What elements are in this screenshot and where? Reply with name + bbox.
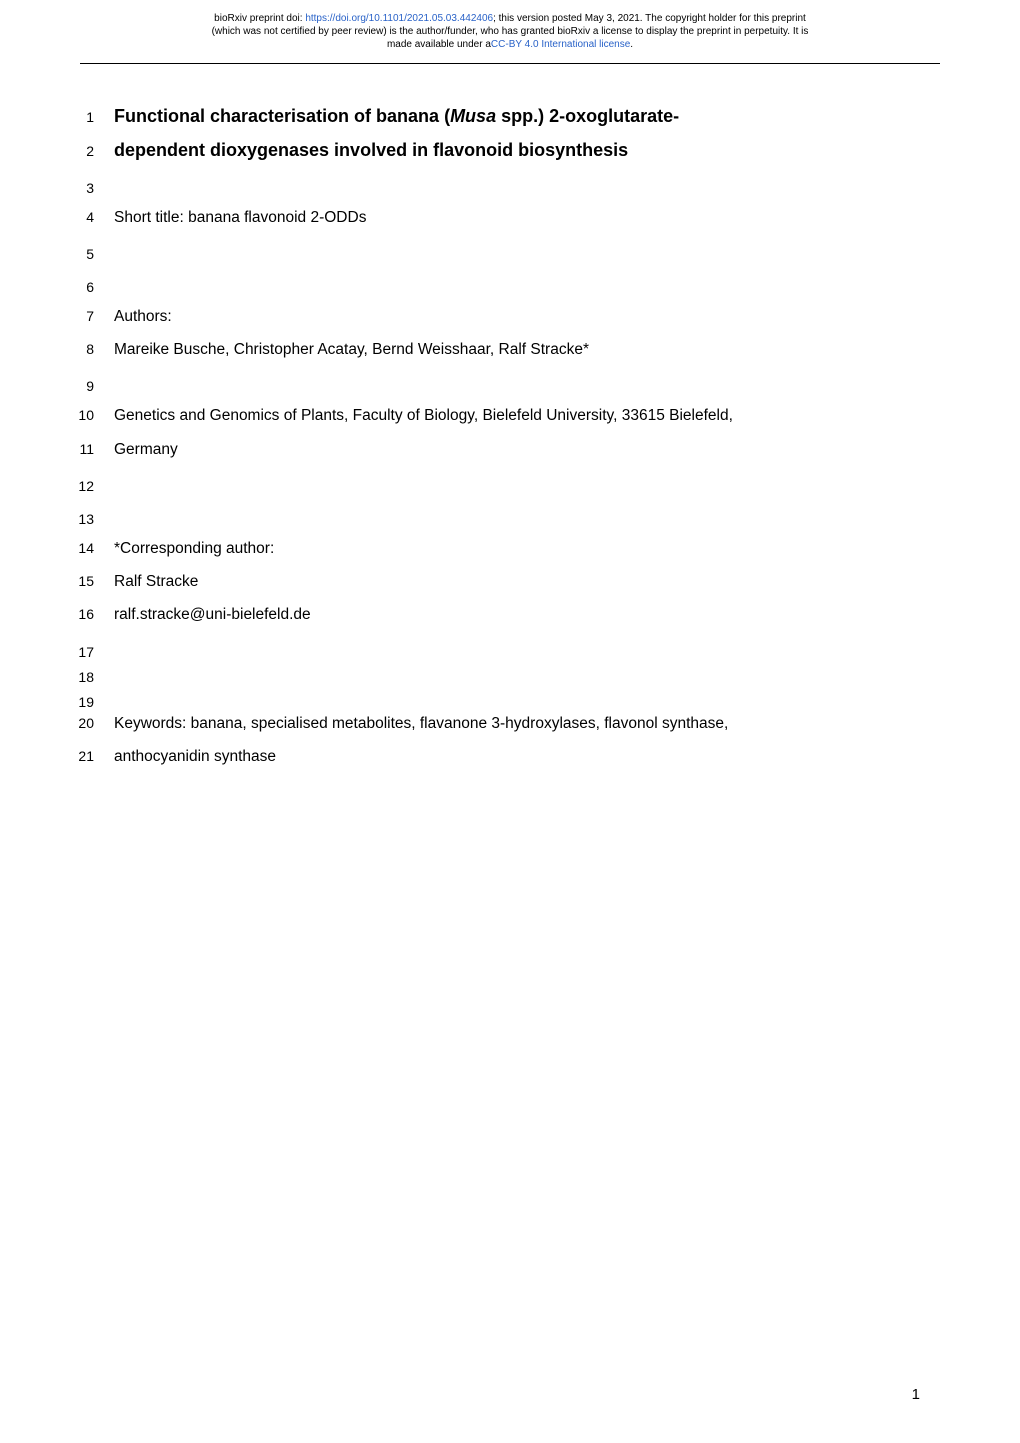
- line-number: 16: [70, 606, 114, 622]
- line-number: 13: [70, 511, 114, 527]
- line-number: 2: [70, 143, 114, 159]
- line-row: 20Keywords: banana, specialised metaboli…: [70, 712, 920, 735]
- line-row: 19: [70, 687, 920, 710]
- line-text: *Corresponding author:: [114, 537, 920, 560]
- line-row: 13: [70, 504, 920, 527]
- line-text: Keywords: banana, specialised metabolite…: [114, 712, 920, 735]
- line-row: 10Genetics and Genomics of Plants, Facul…: [70, 404, 920, 427]
- line-number: 19: [70, 694, 114, 710]
- header-line1-suffix: ; this version posted May 3, 2021. The c…: [493, 13, 806, 24]
- line-text: [114, 471, 920, 491]
- line-number: 1: [70, 109, 114, 125]
- line-number: 20: [70, 715, 114, 731]
- line-number: 5: [70, 246, 114, 262]
- line-text: [114, 173, 920, 193]
- line-text: [114, 371, 920, 391]
- line-text: [114, 504, 920, 524]
- line-number: 14: [70, 540, 114, 556]
- line-row: 1Functional characterisation of banana (…: [70, 104, 920, 128]
- line-text: [114, 637, 920, 657]
- license-link[interactable]: CC-BY 4.0 International license: [491, 39, 630, 50]
- line-text: [114, 272, 920, 292]
- line-row: 8Mareike Busche, Christopher Acatay, Ber…: [70, 338, 920, 361]
- line-number: 11: [70, 441, 114, 457]
- line-number: 12: [70, 478, 114, 494]
- line-row: 12: [70, 471, 920, 494]
- line-row: 15Ralf Stracke: [70, 570, 920, 593]
- line-number: 15: [70, 573, 114, 589]
- line-text: [114, 239, 920, 259]
- line-number: 21: [70, 748, 114, 764]
- line-number: 4: [70, 209, 114, 225]
- line-row: 11Germany: [70, 438, 920, 461]
- header-line3-prefix: made available under a: [387, 39, 491, 50]
- line-number: 6: [70, 279, 114, 295]
- line-text: Germany: [114, 438, 920, 461]
- page-number: 1: [912, 1386, 920, 1403]
- line-row: 17: [70, 637, 920, 660]
- line-text: Authors:: [114, 305, 920, 328]
- line-row: 16ralf.stracke@uni-bielefeld.de: [70, 603, 920, 626]
- line-row: 7Authors:: [70, 305, 920, 328]
- line-text: Functional characterisation of banana (M…: [114, 104, 920, 128]
- header-line1-prefix: bioRxiv preprint doi:: [214, 13, 305, 24]
- line-row: 5: [70, 239, 920, 262]
- manuscript-content: 1Functional characterisation of banana (…: [0, 64, 1020, 768]
- preprint-header: bioRxiv preprint doi: https://doi.org/10…: [0, 0, 1020, 59]
- line-text: Mareike Busche, Christopher Acatay, Bern…: [114, 338, 920, 361]
- line-number: 8: [70, 341, 114, 357]
- line-text: Genetics and Genomics of Plants, Faculty…: [114, 404, 920, 427]
- line-number: 7: [70, 308, 114, 324]
- line-row: 2dependent dioxygenases involved in flav…: [70, 138, 920, 162]
- header-line3-suffix: .: [630, 39, 633, 50]
- line-row: 14*Corresponding author:: [70, 537, 920, 560]
- line-row: 4Short title: banana flavonoid 2-ODDs: [70, 206, 920, 229]
- line-text: Short title: banana flavonoid 2-ODDs: [114, 206, 920, 229]
- line-number: 10: [70, 407, 114, 423]
- line-number: 9: [70, 378, 114, 394]
- line-text: anthocyanidin synthase: [114, 745, 920, 768]
- line-text: [114, 687, 920, 707]
- line-text: Ralf Stracke: [114, 570, 920, 593]
- line-row: 6: [70, 272, 920, 295]
- line-row: 9: [70, 371, 920, 394]
- line-number: 18: [70, 669, 114, 685]
- line-row: 21anthocyanidin synthase: [70, 745, 920, 768]
- line-text: dependent dioxygenases involved in flavo…: [114, 138, 920, 162]
- line-text: ralf.stracke@uni-bielefeld.de: [114, 603, 920, 626]
- line-text: [114, 662, 920, 682]
- header-line2: (which was not certified by peer review)…: [212, 26, 809, 37]
- line-row: 3: [70, 173, 920, 196]
- line-row: 18: [70, 662, 920, 685]
- line-number: 17: [70, 644, 114, 660]
- line-number: 3: [70, 180, 114, 196]
- doi-link[interactable]: https://doi.org/10.1101/2021.05.03.44240…: [305, 13, 493, 24]
